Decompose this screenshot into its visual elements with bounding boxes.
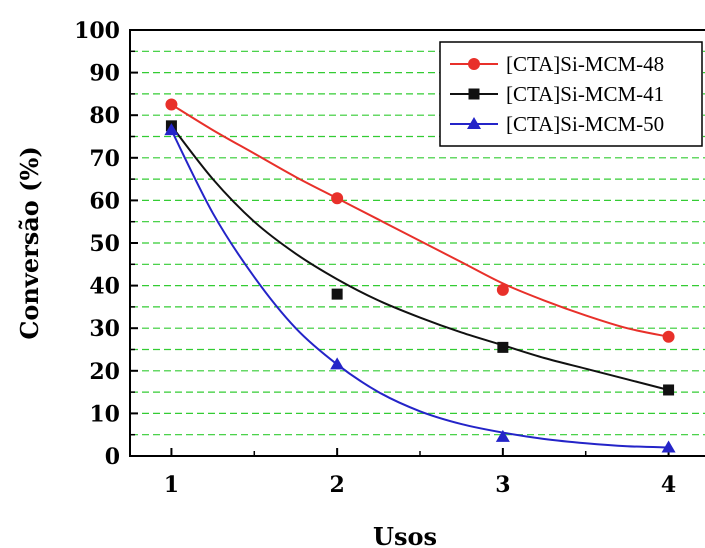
data-point xyxy=(164,123,179,136)
y-tick-label: 50 xyxy=(89,231,120,257)
axis-ticks: 0 10 20 30 40 50 60 70 80 90 100 1 2 3 4 xyxy=(74,18,676,498)
legend: [CTA]Si-MCM-48 [CTA]Si-MCM-41 [CTA]Si-MCM-… xyxy=(439,41,703,147)
legend-label: [CTA]Si-MCM-50 xyxy=(506,112,664,136)
data-point xyxy=(663,384,675,396)
series-line xyxy=(170,125,669,391)
data-point xyxy=(495,429,510,442)
x-tick-label: 1 xyxy=(164,472,179,498)
series-line xyxy=(170,129,669,449)
series xyxy=(164,123,676,453)
y-tick-label: 10 xyxy=(89,401,120,427)
data-point xyxy=(330,357,345,370)
series-line xyxy=(170,103,669,338)
data-point xyxy=(662,330,675,343)
grid-lines xyxy=(131,50,705,436)
data-point xyxy=(165,98,178,111)
legend-marker xyxy=(468,58,480,70)
y-axis-title: Conversão (%) xyxy=(15,146,44,339)
legend-item: [CTA]Si-MCM-41 xyxy=(450,82,664,106)
x-tick-label: 3 xyxy=(495,472,510,498)
y-tick-label: 20 xyxy=(89,359,120,385)
y-tick-label: 40 xyxy=(89,274,120,300)
series-layer xyxy=(164,98,676,453)
legend-label: [CTA]Si-MCM-41 xyxy=(506,82,664,106)
legend-label: [CTA]Si-MCM-48 xyxy=(506,52,664,76)
y-tick-label: 70 xyxy=(89,146,120,172)
legend-item: [CTA]Si-MCM-48 xyxy=(450,52,664,76)
y-tick-label: 30 xyxy=(89,316,120,342)
x-tick-label: 2 xyxy=(329,472,344,498)
y-tick-label: 80 xyxy=(89,103,120,129)
legend-marker xyxy=(467,117,481,129)
data-point xyxy=(496,283,509,296)
y-tick-label: 100 xyxy=(74,18,120,44)
legend-marker xyxy=(468,88,480,100)
data-point xyxy=(331,288,343,300)
series xyxy=(165,120,675,396)
x-tick-label: 4 xyxy=(661,472,676,498)
data-point xyxy=(497,341,509,353)
y-tick-label: 0 xyxy=(105,444,120,470)
series xyxy=(165,98,675,343)
legend-item: [CTA]Si-MCM-50 xyxy=(450,112,664,136)
x-axis-title: Usos xyxy=(373,522,437,548)
data-point xyxy=(331,192,344,205)
y-tick-label: 60 xyxy=(89,188,120,214)
y-tick-label: 90 xyxy=(89,61,120,87)
data-point xyxy=(661,440,676,453)
